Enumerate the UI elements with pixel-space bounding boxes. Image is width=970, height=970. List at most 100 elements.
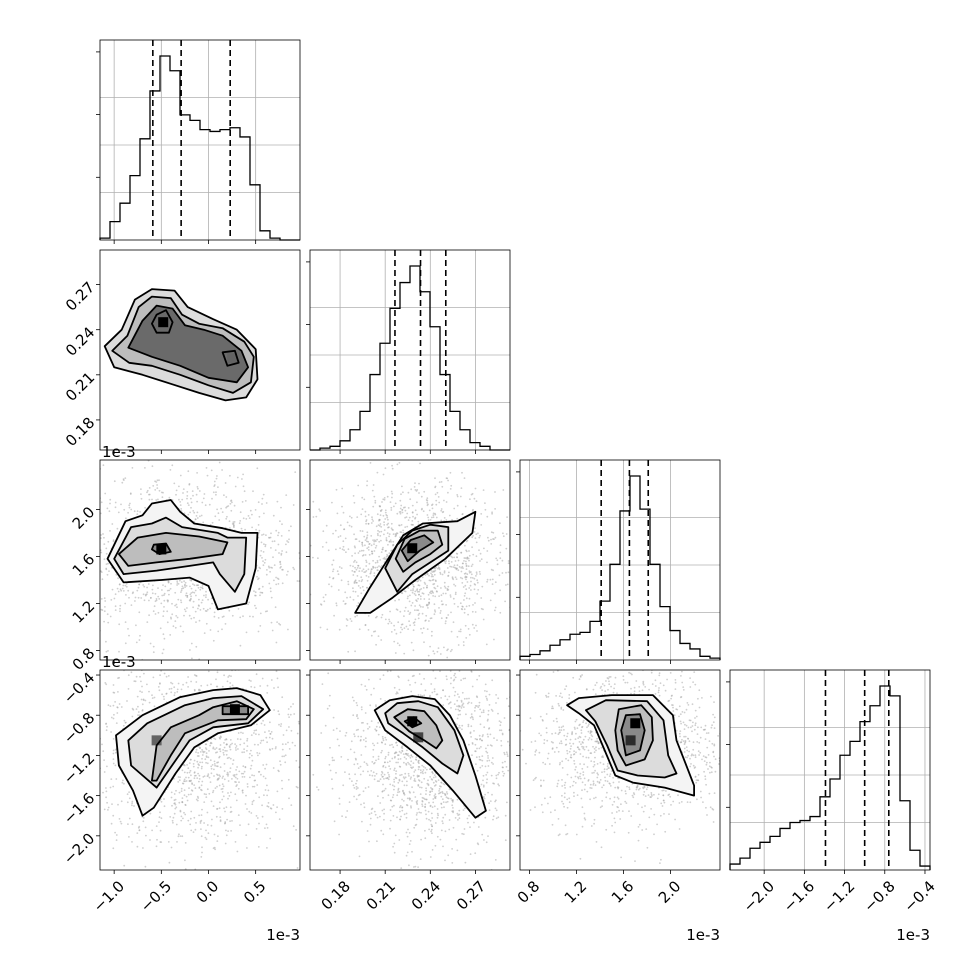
sample-point bbox=[241, 530, 244, 532]
sample-point bbox=[134, 596, 137, 599]
sample-point bbox=[443, 560, 446, 563]
sample-point bbox=[175, 615, 178, 617]
sample-point bbox=[434, 609, 436, 612]
sample-point bbox=[382, 498, 385, 501]
sample-point bbox=[430, 572, 432, 575]
sample-point bbox=[417, 614, 420, 616]
sample-point bbox=[264, 545, 267, 548]
sample-point bbox=[405, 625, 408, 628]
sample-point bbox=[190, 595, 193, 598]
sample-point bbox=[115, 573, 118, 576]
sample-point bbox=[507, 560, 510, 562]
sample-point bbox=[314, 757, 316, 759]
hist-panel-0 bbox=[96, 39, 301, 244]
sample-point bbox=[112, 752, 115, 755]
sample-point bbox=[386, 523, 389, 526]
sample-point bbox=[229, 474, 231, 477]
sample-point bbox=[171, 602, 173, 605]
sample-point bbox=[277, 534, 279, 537]
sample-point bbox=[114, 593, 117, 596]
sample-point bbox=[505, 584, 507, 586]
sample-point bbox=[439, 571, 442, 574]
sample-point bbox=[230, 500, 232, 502]
sample-point bbox=[435, 516, 438, 519]
sample-point bbox=[379, 505, 381, 508]
sample-point bbox=[91, 545, 93, 547]
sample-point bbox=[473, 497, 476, 500]
sample-point bbox=[175, 493, 177, 496]
sample-point bbox=[151, 588, 154, 591]
sample-point bbox=[206, 762, 209, 765]
sample-point bbox=[429, 591, 431, 594]
sample-point bbox=[394, 502, 397, 505]
sample-point bbox=[408, 620, 410, 623]
sample-point bbox=[128, 504, 131, 507]
sample-point bbox=[431, 579, 434, 581]
sample-point bbox=[160, 800, 163, 803]
sample-point bbox=[455, 552, 458, 555]
sample-point bbox=[434, 477, 436, 480]
sample-point bbox=[198, 778, 201, 780]
sample-point bbox=[266, 741, 268, 744]
sample-point bbox=[207, 832, 210, 835]
sample-point bbox=[67, 757, 69, 759]
sample-point bbox=[174, 604, 177, 607]
sample-point bbox=[434, 512, 436, 515]
sample-point bbox=[192, 600, 195, 603]
sample-point bbox=[146, 491, 148, 494]
sample-point bbox=[445, 604, 447, 606]
sample-point bbox=[378, 565, 380, 567]
sample-point bbox=[458, 630, 460, 633]
sample-point bbox=[155, 599, 158, 602]
sample-point bbox=[277, 583, 280, 585]
sample-point bbox=[514, 547, 516, 549]
sample-point bbox=[246, 808, 248, 810]
sample-point bbox=[372, 566, 375, 568]
sample-point bbox=[273, 564, 276, 566]
sample-point bbox=[472, 508, 474, 511]
axes-frame bbox=[99, 249, 301, 451]
sample-point bbox=[201, 587, 204, 590]
sample-point bbox=[225, 496, 228, 498]
sample-point bbox=[159, 627, 162, 630]
sample-point bbox=[452, 578, 455, 581]
sample-point bbox=[201, 851, 203, 854]
sample-point bbox=[407, 595, 409, 598]
sample-point bbox=[526, 509, 528, 511]
sample-point bbox=[451, 648, 453, 651]
sample-point bbox=[352, 590, 355, 593]
sample-point bbox=[280, 552, 283, 555]
sample-point bbox=[281, 779, 283, 782]
sample-point bbox=[479, 534, 481, 537]
sample-point bbox=[494, 491, 496, 493]
sample-point bbox=[152, 676, 155, 679]
sample-point bbox=[393, 624, 395, 627]
sample-point bbox=[426, 584, 428, 587]
sample-point bbox=[138, 639, 141, 641]
sample-point bbox=[127, 616, 129, 618]
sample-point bbox=[502, 535, 505, 538]
sample-point bbox=[187, 470, 190, 473]
pair-panel-0-1 bbox=[96, 249, 301, 454]
sample-point bbox=[177, 598, 180, 601]
sample-point bbox=[372, 559, 374, 562]
sample-point bbox=[466, 573, 469, 576]
sample-point bbox=[103, 597, 106, 599]
sample-point bbox=[349, 515, 351, 518]
sample-point bbox=[108, 510, 111, 513]
sample-point bbox=[129, 493, 132, 495]
sample-point bbox=[366, 534, 369, 537]
sample-point bbox=[144, 467, 146, 469]
sample-point bbox=[286, 540, 288, 542]
axes-frame bbox=[99, 459, 301, 661]
sample-point bbox=[352, 587, 354, 590]
sample-point bbox=[213, 611, 216, 614]
sample-point bbox=[274, 606, 277, 609]
sample-point bbox=[222, 775, 225, 778]
sample-point bbox=[160, 602, 163, 605]
sample-point bbox=[184, 581, 187, 584]
sample-point bbox=[359, 530, 362, 532]
sample-point bbox=[190, 506, 192, 509]
sample-point bbox=[487, 539, 490, 542]
sample-point bbox=[428, 602, 431, 605]
